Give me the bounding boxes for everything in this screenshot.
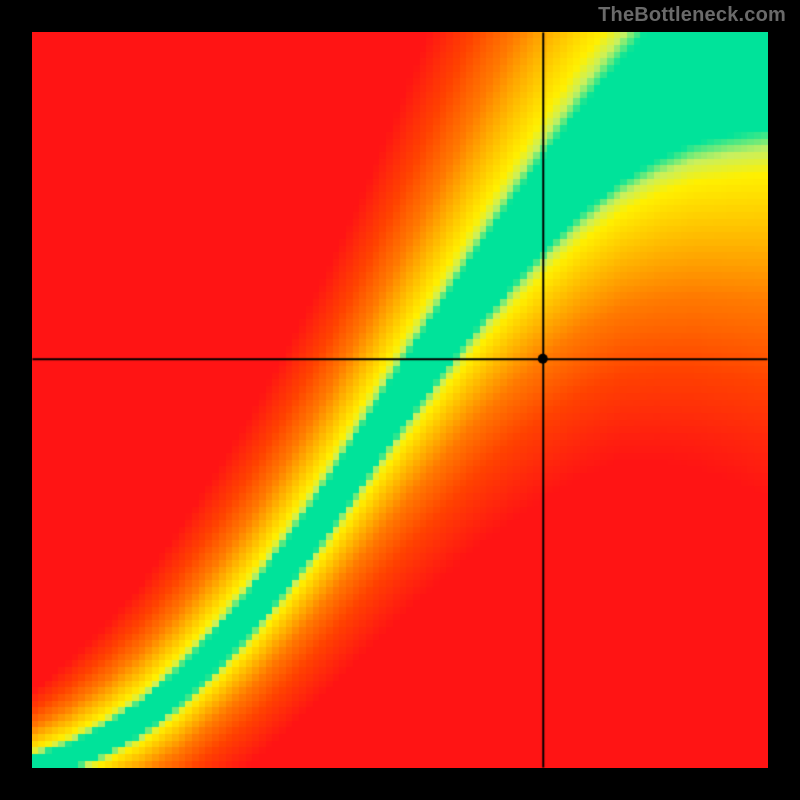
chart-container: TheBottleneck.com bbox=[0, 0, 800, 800]
heatmap-canvas bbox=[32, 32, 768, 768]
attribution-label: TheBottleneck.com bbox=[598, 4, 786, 27]
